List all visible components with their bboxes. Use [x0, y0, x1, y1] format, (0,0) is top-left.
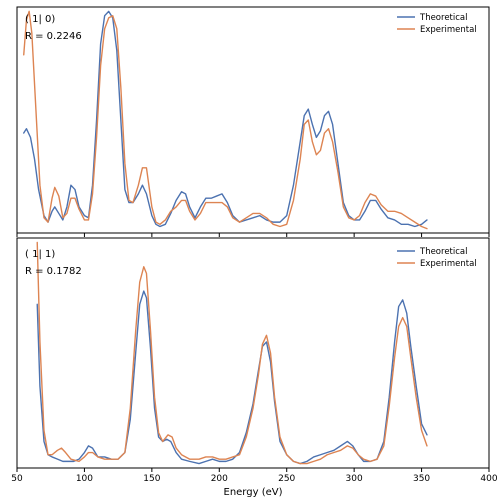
panel-label-top: ( 1| 0): [25, 14, 55, 25]
x-tick-label-150: 150: [143, 474, 160, 484]
legend-label-experimental-bottom: Experimental: [420, 259, 477, 269]
panel-bottom: 50 100 150 200 250 300 350 400 ( 1| 1) R = 0.17…: [11, 237, 498, 484]
tick-layer-bottom: 50 100 150 200 250 300 350 400: [11, 468, 498, 484]
legend-bottom: Theoretical Experimental: [397, 247, 477, 269]
x-tick-label-300: 300: [346, 474, 363, 484]
legend-label-theoretical-top: Theoretical: [419, 13, 468, 23]
x-tick-label-400: 400: [480, 474, 497, 484]
series-line-experimental-top: [23, 10, 428, 230]
legend-top: Theoretical Experimental: [397, 13, 477, 35]
tick-layer-top: [16, 233, 490, 237]
x-tick-label-50: 50: [11, 474, 23, 484]
x-tick-label-200: 200: [211, 474, 228, 484]
series-line-experimental-bottom: [36, 241, 428, 465]
legend-label-theoretical-bottom: Theoretical: [419, 247, 468, 257]
panel-label-bottom: ( 1| 1): [25, 249, 55, 260]
series-layer-top: [23, 10, 428, 230]
series-line-theoretical-bottom: [36, 290, 428, 465]
r-value-bottom: R = 0.1782: [25, 266, 82, 277]
series-line-theoretical-top: [23, 10, 428, 228]
x-tick-label-100: 100: [76, 474, 93, 484]
panel-top: ( 1| 0) R = 0.2246 Theoretical Experimen…: [16, 6, 490, 237]
x-tick-label-350: 350: [413, 474, 430, 484]
axes-frame-top: [16, 6, 490, 234]
axes-frame-bottom: [16, 237, 490, 469]
series-layer-bottom: [36, 241, 428, 465]
legend-label-experimental-top: Experimental: [420, 25, 477, 35]
r-value-top: R = 0.2246: [25, 31, 82, 42]
x-tick-label-250: 250: [278, 474, 295, 484]
x-axis-label: Energy (eV): [224, 487, 283, 498]
